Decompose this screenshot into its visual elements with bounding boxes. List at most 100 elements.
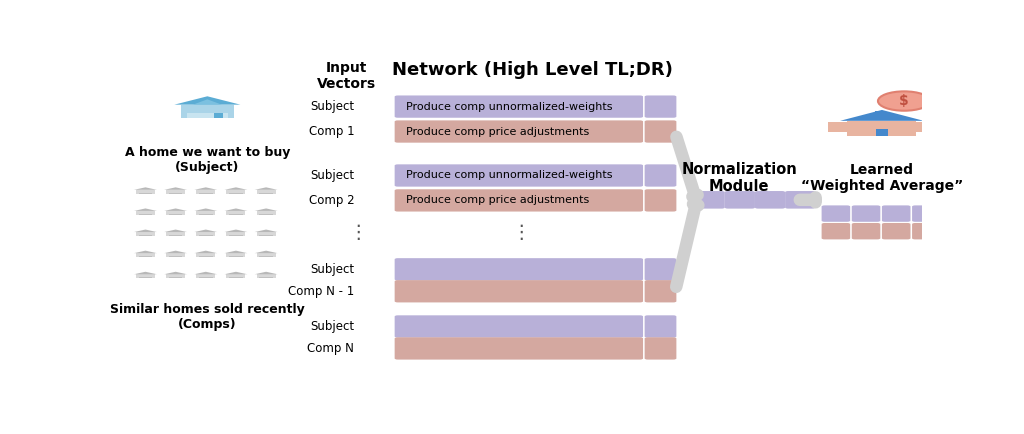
Polygon shape: [174, 96, 241, 105]
FancyBboxPatch shape: [226, 232, 246, 236]
Circle shape: [878, 92, 931, 111]
FancyBboxPatch shape: [852, 223, 881, 240]
FancyBboxPatch shape: [259, 193, 272, 194]
FancyBboxPatch shape: [226, 211, 246, 215]
Polygon shape: [224, 272, 248, 274]
FancyBboxPatch shape: [199, 256, 213, 257]
Text: Input
Vectors: Input Vectors: [316, 61, 376, 91]
FancyBboxPatch shape: [257, 190, 275, 194]
Polygon shape: [195, 187, 217, 190]
FancyBboxPatch shape: [257, 211, 275, 215]
Text: $: $: [899, 94, 909, 108]
FancyBboxPatch shape: [645, 95, 677, 118]
Text: Similar homes sold recently
(Comps): Similar homes sold recently (Comps): [110, 303, 305, 331]
FancyBboxPatch shape: [876, 129, 888, 136]
Text: Produce comp price adjustments: Produce comp price adjustments: [406, 195, 589, 205]
FancyBboxPatch shape: [821, 205, 850, 222]
FancyBboxPatch shape: [197, 190, 215, 194]
FancyBboxPatch shape: [259, 214, 272, 215]
Text: Learned
“Weighted Average”: Learned “Weighted Average”: [801, 163, 963, 193]
FancyBboxPatch shape: [169, 235, 182, 236]
Polygon shape: [164, 272, 187, 274]
FancyBboxPatch shape: [755, 191, 785, 209]
FancyBboxPatch shape: [199, 277, 213, 279]
Polygon shape: [164, 208, 187, 211]
Polygon shape: [193, 99, 222, 105]
FancyBboxPatch shape: [259, 235, 272, 236]
FancyBboxPatch shape: [229, 214, 243, 215]
FancyBboxPatch shape: [197, 232, 215, 236]
FancyBboxPatch shape: [257, 253, 275, 257]
Text: Produce comp unnormalized-weights: Produce comp unnormalized-weights: [406, 102, 612, 112]
Polygon shape: [134, 272, 157, 274]
FancyBboxPatch shape: [645, 189, 677, 211]
FancyBboxPatch shape: [394, 337, 643, 360]
FancyBboxPatch shape: [394, 164, 643, 187]
Polygon shape: [224, 251, 248, 253]
FancyBboxPatch shape: [166, 211, 185, 215]
FancyBboxPatch shape: [912, 223, 941, 240]
FancyBboxPatch shape: [138, 256, 153, 257]
Text: Comp N - 1: Comp N - 1: [288, 285, 354, 298]
FancyBboxPatch shape: [169, 214, 182, 215]
FancyBboxPatch shape: [821, 223, 850, 240]
FancyBboxPatch shape: [229, 235, 243, 236]
Text: Subject: Subject: [310, 320, 354, 333]
FancyBboxPatch shape: [394, 316, 643, 338]
FancyBboxPatch shape: [645, 258, 677, 280]
Text: ⋮: ⋮: [511, 223, 530, 242]
Polygon shape: [255, 272, 278, 274]
Polygon shape: [255, 251, 278, 253]
FancyBboxPatch shape: [229, 277, 243, 279]
FancyBboxPatch shape: [169, 277, 182, 279]
FancyBboxPatch shape: [166, 274, 185, 279]
FancyBboxPatch shape: [136, 211, 155, 215]
FancyBboxPatch shape: [226, 253, 246, 257]
Polygon shape: [134, 251, 157, 253]
FancyBboxPatch shape: [394, 258, 643, 280]
FancyBboxPatch shape: [214, 112, 222, 118]
FancyBboxPatch shape: [197, 274, 215, 279]
FancyBboxPatch shape: [166, 190, 185, 194]
Polygon shape: [255, 230, 278, 232]
FancyBboxPatch shape: [169, 256, 182, 257]
Text: ⋮: ⋮: [348, 223, 368, 242]
Text: Produce comp price adjustments: Produce comp price adjustments: [406, 127, 589, 137]
Text: Network (High Level TL;DR): Network (High Level TL;DR): [392, 61, 673, 79]
FancyBboxPatch shape: [199, 193, 213, 194]
FancyBboxPatch shape: [882, 205, 910, 222]
Text: A home we want to buy
(Subject): A home we want to buy (Subject): [125, 146, 290, 174]
FancyBboxPatch shape: [645, 316, 677, 338]
FancyBboxPatch shape: [394, 189, 643, 211]
FancyBboxPatch shape: [138, 277, 153, 279]
FancyBboxPatch shape: [852, 205, 881, 222]
Text: Comp 2: Comp 2: [308, 194, 354, 207]
FancyBboxPatch shape: [259, 256, 272, 257]
FancyBboxPatch shape: [136, 190, 155, 194]
FancyBboxPatch shape: [229, 193, 243, 194]
Text: Normalization
Module: Normalization Module: [681, 162, 797, 194]
FancyBboxPatch shape: [257, 274, 275, 279]
Polygon shape: [255, 208, 278, 211]
FancyBboxPatch shape: [785, 191, 815, 209]
FancyBboxPatch shape: [394, 95, 643, 118]
FancyBboxPatch shape: [394, 280, 643, 302]
FancyBboxPatch shape: [136, 253, 155, 257]
Polygon shape: [164, 230, 187, 232]
Polygon shape: [224, 187, 248, 190]
Text: Produce comp unnormalized-weights: Produce comp unnormalized-weights: [406, 171, 612, 181]
FancyBboxPatch shape: [394, 120, 643, 143]
FancyBboxPatch shape: [136, 274, 155, 279]
FancyBboxPatch shape: [138, 214, 153, 215]
FancyBboxPatch shape: [257, 232, 275, 236]
Text: Subject: Subject: [310, 169, 354, 182]
Polygon shape: [224, 208, 248, 211]
Polygon shape: [195, 251, 217, 253]
Polygon shape: [224, 230, 248, 232]
FancyBboxPatch shape: [138, 193, 153, 194]
FancyBboxPatch shape: [186, 113, 228, 118]
FancyBboxPatch shape: [169, 193, 182, 194]
Polygon shape: [195, 272, 217, 274]
FancyBboxPatch shape: [827, 122, 849, 132]
Text: Subject: Subject: [310, 263, 354, 276]
